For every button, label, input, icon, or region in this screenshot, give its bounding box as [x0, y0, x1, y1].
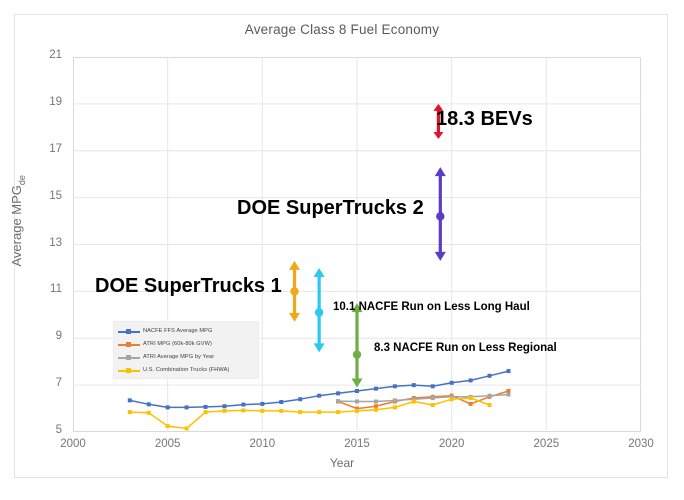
x-axis-tick-label: 2025	[533, 438, 560, 450]
y-axis-tick-label: 13	[49, 236, 62, 249]
chart-title: Average Class 8 Fuel Economy	[244, 22, 440, 37]
annotation-label-supertrucks-2: DOE SuperTrucks 2	[237, 197, 424, 219]
y-axis-tick-label: 19	[49, 95, 62, 108]
y-axis-title: Average MPGde	[9, 141, 27, 301]
x-axis-tick-label: 2020	[438, 438, 465, 450]
y-axis-tick-label: 9	[55, 330, 62, 343]
legend-item-label: U.S. Combination Trucks (FHWA)	[143, 367, 230, 373]
x-axis-tick-label: 2005	[154, 438, 181, 450]
legend-item[interactable]: ATRI MPG (60k-80k GVW)	[118, 338, 254, 351]
legend-swatch-icon	[118, 353, 140, 362]
legend-item[interactable]: NACFE FFS Average MPG	[118, 325, 254, 338]
y-axis-tick-label: 11	[50, 283, 62, 296]
annotation-label-nacfe-regional: 8.3 NACFE Run on Less Regional	[374, 342, 557, 354]
x-axis-tick-label: 2010	[249, 438, 276, 450]
annotation-label-nacfe-long-haul: 10.1 NACFE Run on Less Long Haul	[333, 301, 530, 313]
legend-item[interactable]: ATRI Average MPG by Year	[118, 351, 254, 364]
y-axis-tick-label: 7	[55, 377, 62, 390]
legend-swatch-icon	[118, 366, 140, 375]
x-axis-tick-label: 2000	[60, 438, 86, 450]
y-axis-tick-label: 17	[49, 142, 62, 155]
x-axis-tick-label: 2015	[344, 438, 370, 450]
legend-item-label: ATRI MPG (60k-80k GVW)	[143, 341, 212, 347]
legend-item-label: NACFE FFS Average MPG	[143, 328, 213, 334]
legend-swatch-icon	[118, 340, 140, 349]
y-axis-tick-label: 21	[49, 49, 62, 61]
y-axis-tick-label: 15	[49, 189, 62, 202]
legend-swatch-icon	[118, 327, 140, 336]
y-axis-tick-label: 5	[55, 424, 62, 436]
chart-legend: NACFE FFS Average MPG ATRI MPG (60k-80k G…	[113, 321, 259, 379]
y-axis-title-subscript: de	[16, 175, 27, 186]
x-axis-tick-label: 2030	[628, 438, 654, 450]
legend-item-label: ATRI Average MPG by Year	[143, 354, 215, 360]
annotation-label-bevs: 18.3 BEVs	[436, 108, 533, 130]
legend-item[interactable]: U.S. Combination Trucks (FHWA)	[118, 364, 254, 377]
x-axis-title: Year	[329, 456, 355, 470]
annotation-label-supertrucks-1: DOE SuperTrucks 1	[95, 275, 282, 297]
y-axis-title-text: Average MPG	[9, 185, 25, 267]
